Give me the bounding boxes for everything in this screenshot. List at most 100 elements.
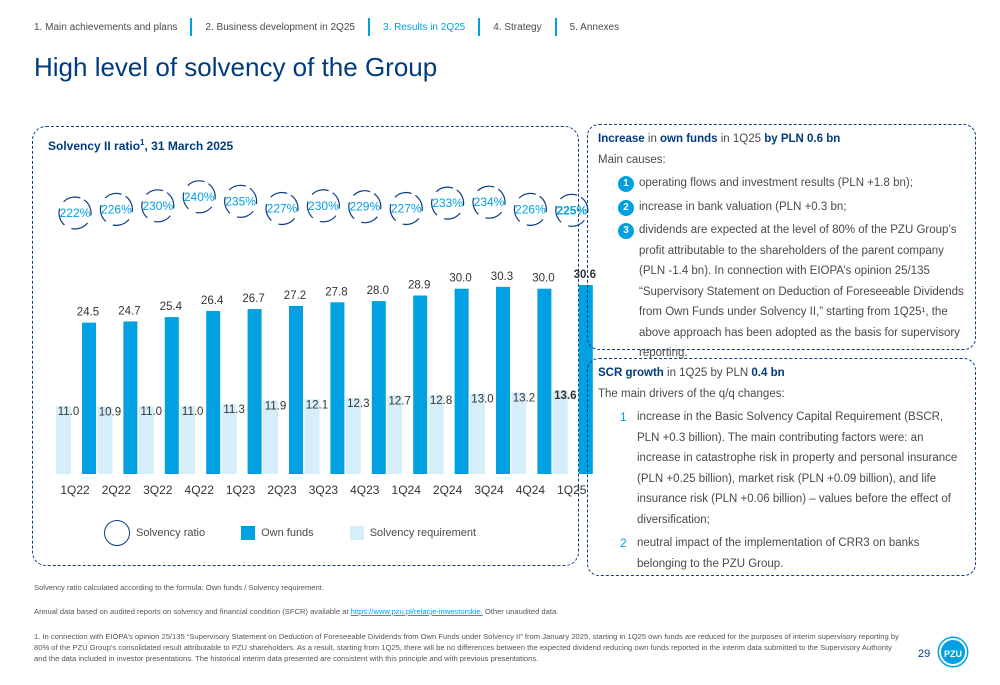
- requirement-label: 11.0: [141, 406, 163, 418]
- category-tick-label: 3Q22: [143, 483, 173, 497]
- ratio-ring: [389, 191, 423, 226]
- scr-subheading: The main drivers of the q/q changes:: [598, 388, 785, 400]
- own-funds-panel: Increase in own funds in 1Q25 by PLN 0.6…: [587, 124, 976, 359]
- nav-item-achievements[interactable]: 1. Main achievements and plans: [34, 21, 178, 33]
- nav-separator: [367, 18, 370, 36]
- own-funds-label: 30.0: [449, 273, 471, 285]
- investor-relations-link[interactable]: https://www.pzu.pl/relacje-inwestorskie.: [350, 607, 483, 616]
- category-tick-label: 2Q22: [102, 483, 132, 497]
- ratio-label: 226%: [101, 202, 132, 216]
- own-funds-bar: [247, 309, 262, 474]
- requirement-bar: [221, 404, 237, 474]
- requirement-label: 10.9: [99, 407, 121, 419]
- category-tick-label: 2Q23: [267, 483, 297, 497]
- ratio-label: 233%: [432, 196, 463, 210]
- own-funds-label: 27.2: [284, 290, 306, 302]
- requirement-label: 12.8: [430, 395, 452, 407]
- ratio-label: 229%: [349, 200, 380, 214]
- own-funds-label: 26.4: [201, 295, 224, 307]
- requirement-label: 11.0: [182, 406, 204, 418]
- nav-item-results[interactable]: 3. Results in 2Q25: [382, 21, 466, 33]
- requirement-bar: [345, 398, 361, 474]
- pzu-logo: PZU: [939, 638, 967, 666]
- heading-part: 0.4 bn: [751, 367, 785, 379]
- own-funds-bar: [537, 288, 552, 474]
- own-funds-bar: [289, 306, 303, 474]
- requirement-bar: [387, 395, 403, 474]
- requirement-label: 11.9: [265, 401, 287, 413]
- requirement-label: 13.6: [554, 390, 576, 402]
- own-funds-label: 30.3: [491, 271, 513, 283]
- footnote-annual: Annual data based on audited reports on …: [34, 606, 904, 617]
- own-funds-bar: [206, 310, 221, 474]
- heading-part: by PLN 0.6 bn: [764, 133, 841, 145]
- heading-part: in 1Q25 by PLN: [663, 367, 752, 379]
- legend-item-ratio: Solvency ratio: [104, 520, 205, 546]
- nav-item-annexes[interactable]: 5. Annexes: [569, 21, 620, 33]
- list-item: 1 operating flows and investment results …: [618, 173, 965, 194]
- category-tick-label: 4Q23: [350, 483, 380, 497]
- cause-text: dividends are expected at the level of 8…: [639, 224, 964, 359]
- legend-ring-icon: [104, 520, 130, 546]
- driver-text: neutral impact of the implementation of …: [637, 537, 920, 570]
- requirement-bar: [304, 399, 320, 474]
- legend-item-requirement: Solvency requirement: [349, 526, 477, 540]
- own-funds-bar: [371, 301, 386, 474]
- ratio-ring: [555, 193, 589, 227]
- scr-heading: SCR growth in 1Q25 by PLN 0.4 bn: [598, 365, 965, 382]
- number-badge-icon: 3: [618, 223, 634, 239]
- scr-growth-panel: SCR growth in 1Q25 by PLN 0.4 bn The mai…: [587, 358, 976, 576]
- ratio-label: 230%: [308, 199, 339, 213]
- own-funds-subheading: Main causes:: [598, 154, 666, 166]
- category-tick-label: 1Q24: [392, 483, 422, 497]
- page-title: High level of solvency of the Group: [34, 52, 438, 82]
- own-funds-label: 25.4: [160, 301, 183, 313]
- requirement-bar: [97, 406, 113, 474]
- own-funds-bar: [164, 317, 179, 474]
- heading-part: own funds: [660, 133, 718, 145]
- nav-separator: [190, 18, 193, 36]
- legend-label-requirement: Solvency requirement: [369, 527, 477, 539]
- nav-item-strategy[interactable]: 4. Strategy: [493, 21, 542, 33]
- requirement-label: 13.0: [471, 394, 493, 406]
- list-item: 2 neutral impact of the implementation of…: [620, 533, 965, 574]
- own-funds-bar: [496, 286, 510, 474]
- heading-part: in: [644, 133, 661, 145]
- chart-panel: [32, 126, 579, 566]
- ratio-label: 230%: [142, 199, 173, 213]
- ratio-ring: [431, 186, 465, 220]
- ratio-ring: [99, 192, 134, 226]
- category-tick-label: 2Q24: [433, 483, 463, 497]
- ratio-ring: [306, 189, 340, 223]
- own-funds-label: 27.8: [325, 286, 347, 298]
- own-funds-label: 26.7: [242, 293, 264, 305]
- driver-text: increase in the Basic Solvency Capital R…: [637, 411, 958, 526]
- ratio-ring: [224, 184, 258, 218]
- nav-separator: [554, 18, 557, 36]
- footnote-eiopa: 1. In connection with EIOPA’s opinion 25…: [34, 632, 899, 663]
- footnote-text: Annual data based on audited reports on …: [34, 607, 351, 616]
- nav-item-business-development[interactable]: 2. Business development in 2Q25: [205, 21, 355, 33]
- ratio-ring: [513, 192, 548, 226]
- own-funds-bar: [123, 321, 138, 474]
- requirement-label: 13.2: [513, 392, 535, 404]
- ratio-ring: [348, 190, 382, 224]
- category-tick-label: 1Q25: [557, 483, 587, 497]
- ratio-ring: [265, 191, 299, 226]
- page-number: 29: [918, 648, 931, 660]
- category-tick-label: 4Q24: [516, 483, 546, 497]
- own-funds-bar: [413, 295, 428, 474]
- requirement-bar: [511, 392, 527, 474]
- number-badge-icon: 2: [618, 199, 634, 216]
- legend-item-own-funds: Own funds: [241, 526, 314, 540]
- own-funds-bar: [578, 285, 593, 474]
- ratio-label: 240%: [184, 190, 215, 204]
- nav-separator: [478, 18, 481, 36]
- requirement-bar: [552, 390, 568, 474]
- heading-part: Increase: [598, 133, 645, 145]
- chart-title-text: Solvency II ratio: [48, 139, 141, 153]
- legend-swatch-own-funds: [241, 526, 256, 540]
- requirement-label: 11.3: [223, 404, 245, 416]
- requirement-bar: [180, 406, 196, 474]
- category-tick-label: 3Q23: [309, 483, 339, 497]
